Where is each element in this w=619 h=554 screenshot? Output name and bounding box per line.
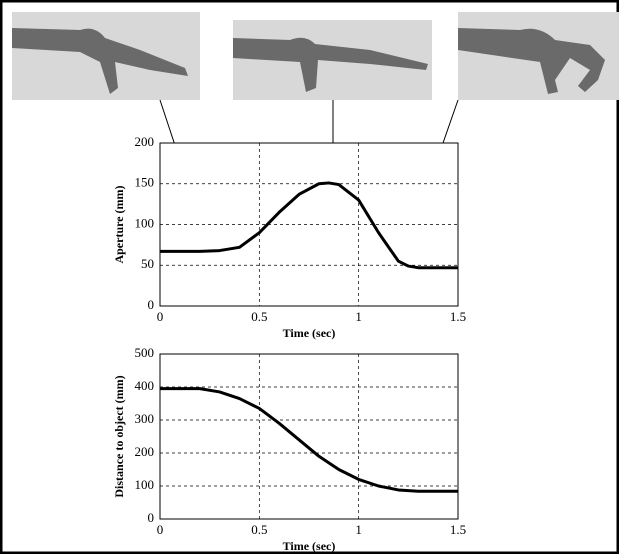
y-tick-label: 100 bbox=[135, 215, 155, 230]
y-tick-label: 50 bbox=[141, 256, 154, 271]
y-tick-label: 0 bbox=[148, 510, 155, 525]
y-axis-label: Aperture (mm) bbox=[112, 185, 126, 263]
x-tick-label: 1.5 bbox=[450, 309, 466, 324]
x-tick-label: 1 bbox=[355, 309, 362, 324]
x-tick-label: 0.5 bbox=[251, 522, 267, 537]
x-tick-label: 0 bbox=[157, 522, 164, 537]
y-tick-label: 300 bbox=[135, 411, 155, 426]
y-tick-label: 100 bbox=[135, 477, 155, 492]
hand-images bbox=[12, 12, 619, 100]
y-tick-label: 0 bbox=[148, 297, 155, 312]
x-tick-label: 0 bbox=[157, 309, 164, 324]
data-line bbox=[160, 181, 458, 270]
y-tick-label: 200 bbox=[135, 444, 155, 459]
x-axis-label: Time (sec) bbox=[283, 326, 336, 340]
x-tick-label: 0.5 bbox=[251, 309, 267, 324]
data-line bbox=[160, 387, 458, 493]
y-tick-label: 500 bbox=[135, 345, 155, 360]
y-tick-label: 150 bbox=[135, 175, 155, 190]
plot-area bbox=[159, 353, 459, 520]
x-axis-label: Time (sec) bbox=[283, 539, 336, 553]
y-axis-label: Distance to object (mm) bbox=[112, 375, 126, 497]
x-tick-label: 1 bbox=[355, 522, 362, 537]
y-tick-label: 200 bbox=[135, 134, 155, 149]
y-tick-label: 400 bbox=[135, 378, 155, 393]
x-tick-label: 1.5 bbox=[450, 522, 466, 537]
